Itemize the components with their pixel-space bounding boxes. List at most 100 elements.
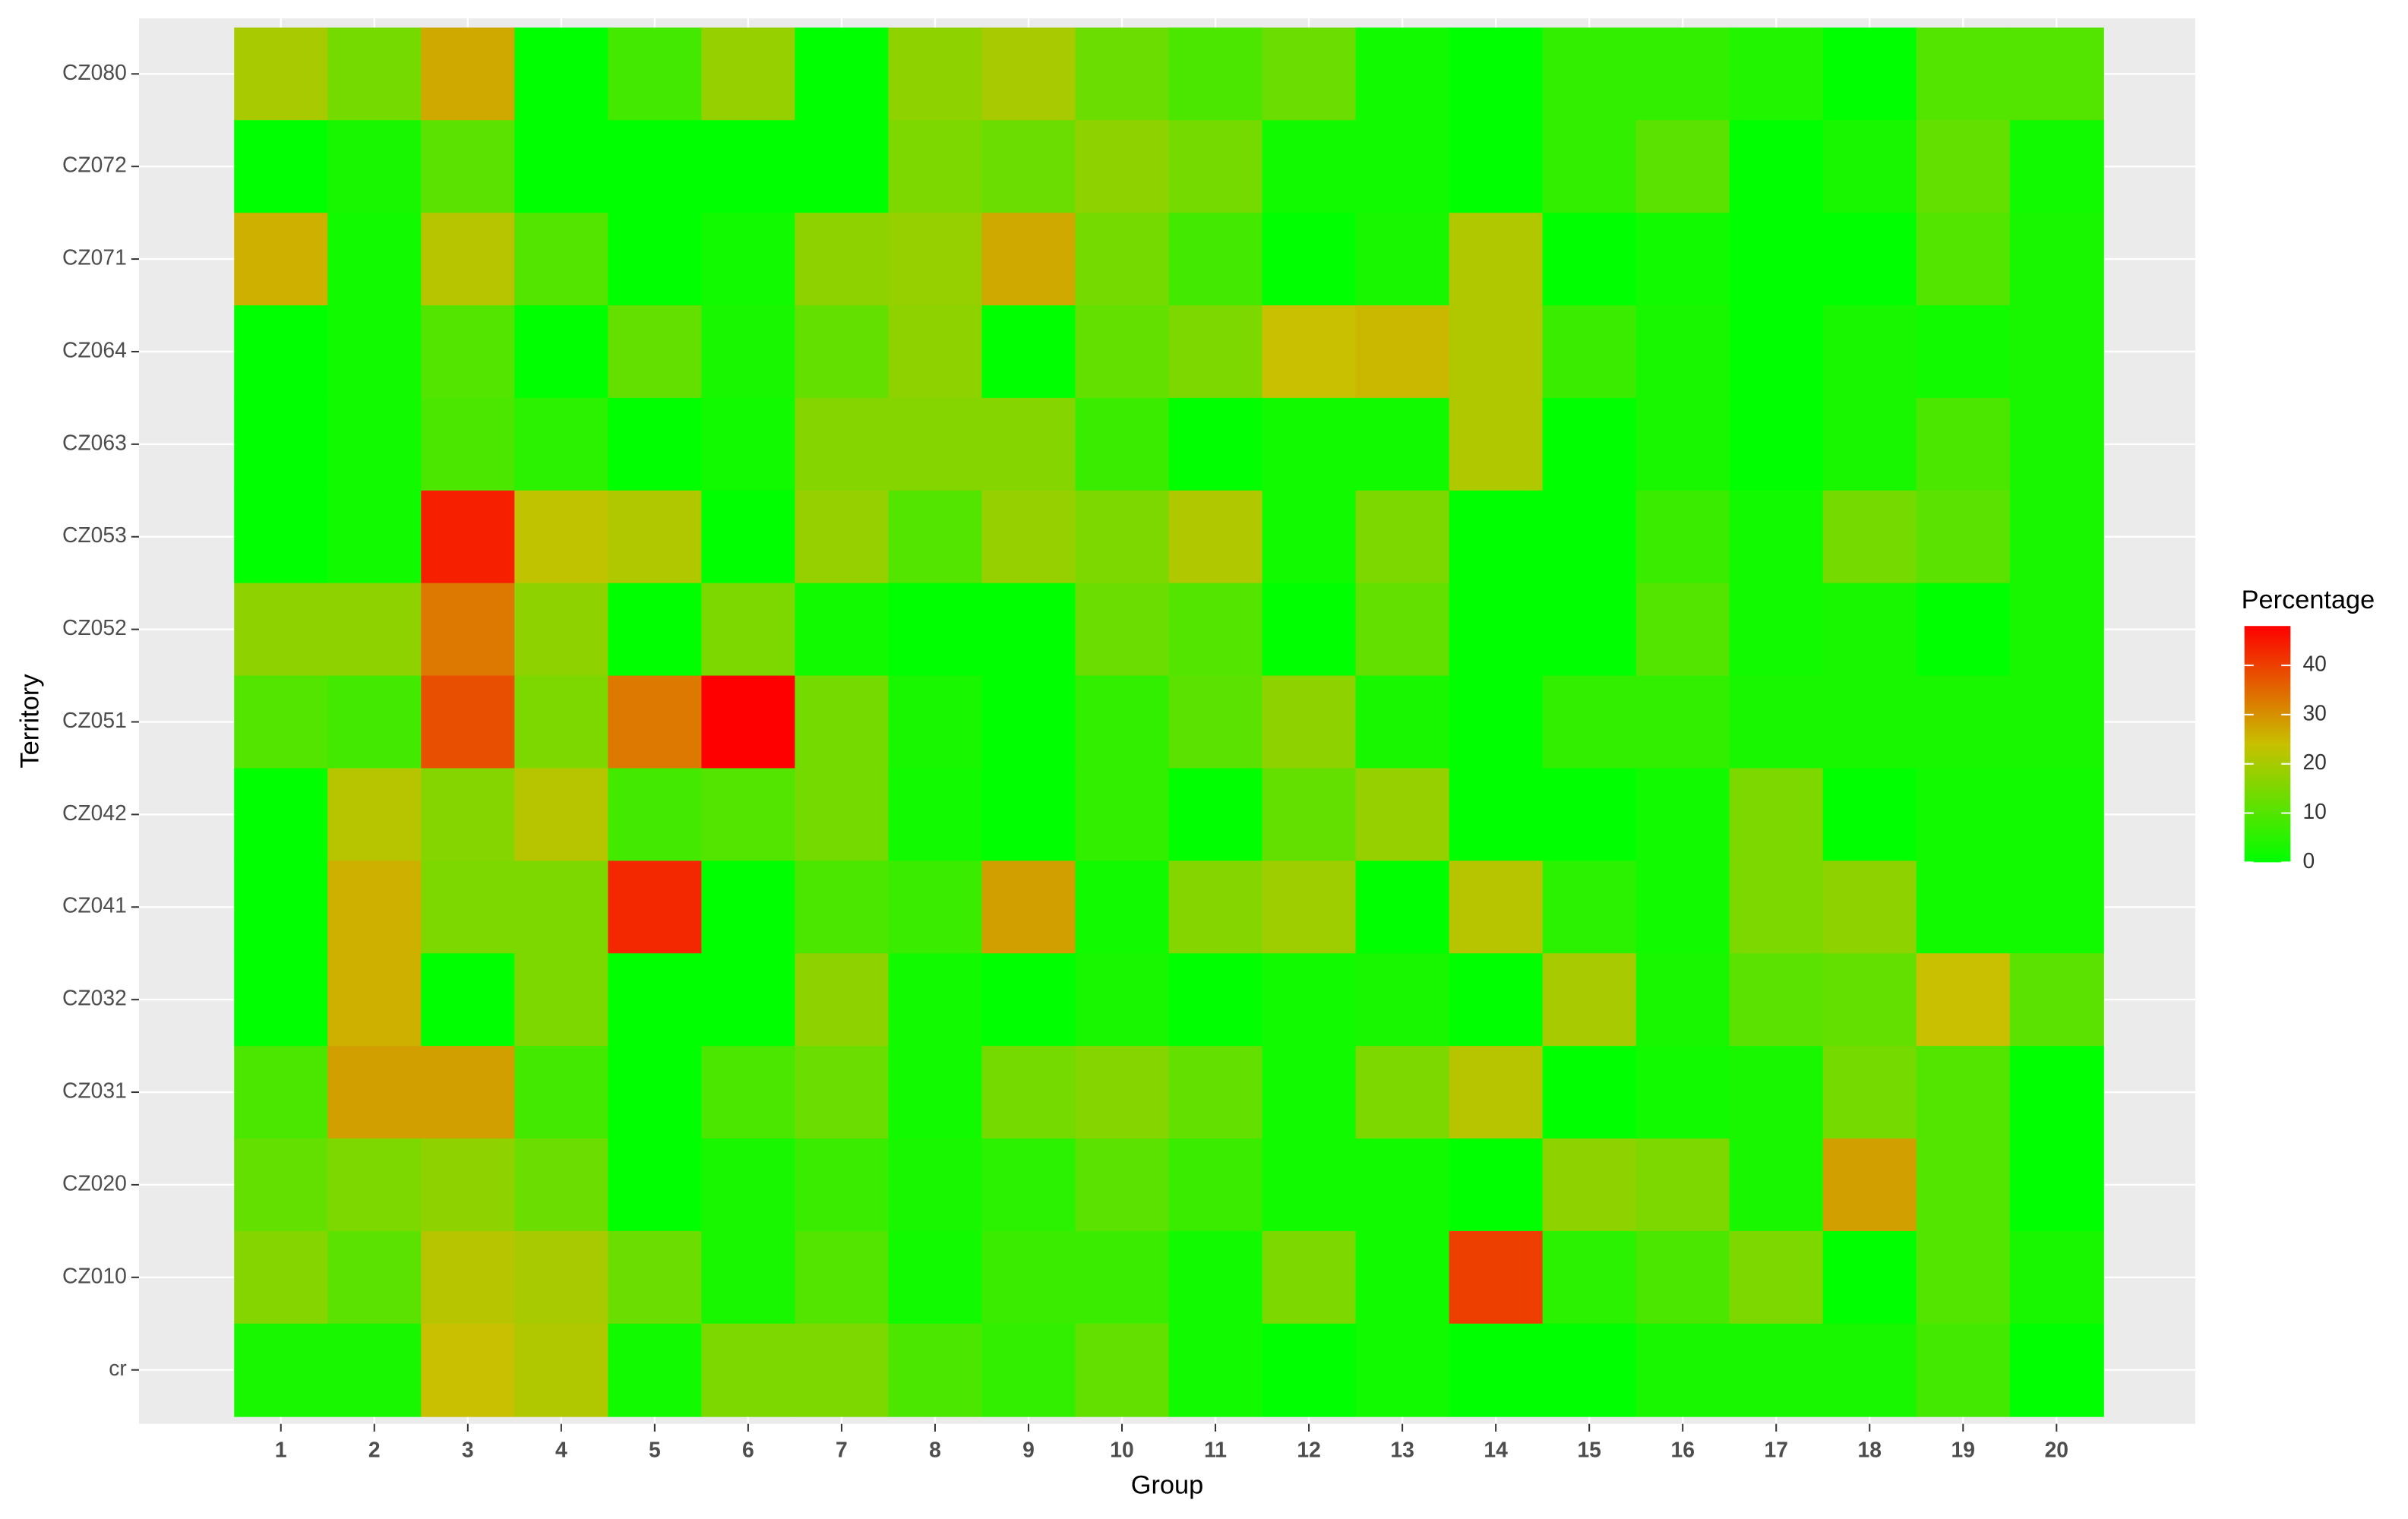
heat-cell bbox=[421, 675, 516, 769]
heat-cell bbox=[2009, 490, 2104, 584]
heat-cell bbox=[1916, 27, 2011, 122]
heat-cell bbox=[1355, 397, 1450, 491]
x-tick-label: 19 bbox=[1951, 1438, 1975, 1462]
heat-cell bbox=[1262, 1046, 1357, 1139]
heat-cell bbox=[1355, 1046, 1450, 1139]
heat-cell bbox=[514, 1230, 609, 1325]
heat-cell bbox=[1729, 397, 1824, 491]
heat-cell bbox=[1822, 1046, 1917, 1139]
heat-cell bbox=[1822, 397, 1917, 491]
heat-cell bbox=[1075, 768, 1170, 862]
heat-cell bbox=[1262, 861, 1357, 955]
heat-cell bbox=[608, 1046, 703, 1139]
heat-cell bbox=[795, 305, 890, 399]
heat-cell bbox=[1168, 27, 1263, 122]
heat-cell bbox=[2009, 213, 2104, 307]
heat-cell bbox=[1916, 953, 2011, 1047]
heat-cell bbox=[421, 583, 516, 677]
heat-cell bbox=[888, 27, 983, 122]
x-tick-label: 6 bbox=[742, 1438, 754, 1462]
heat-cell bbox=[1916, 1138, 2011, 1232]
heat-cell bbox=[701, 213, 796, 307]
heat-cell bbox=[701, 953, 796, 1047]
heat-cell bbox=[1542, 768, 1637, 862]
heat-cell bbox=[1542, 861, 1637, 955]
heat-cell bbox=[1822, 583, 1917, 677]
heat-cell bbox=[795, 1138, 890, 1232]
heat-cell bbox=[1262, 1323, 1357, 1417]
heat-cell bbox=[1635, 27, 1730, 122]
heat-cell bbox=[1916, 120, 2011, 214]
heat-cell bbox=[421, 1323, 516, 1417]
heat-cell bbox=[888, 861, 983, 955]
heat-cell bbox=[701, 768, 796, 862]
heat-cell bbox=[981, 27, 1076, 122]
heat-cell bbox=[1635, 583, 1730, 677]
heat-cell bbox=[234, 583, 329, 677]
heat-cell bbox=[1635, 305, 1730, 399]
heat-cell bbox=[701, 1230, 796, 1325]
heat-cell bbox=[1822, 213, 1917, 307]
heat-cell bbox=[1355, 305, 1450, 399]
heat-cell bbox=[1916, 213, 2011, 307]
heat-cell bbox=[1355, 953, 1450, 1047]
heat-cell bbox=[1729, 120, 1824, 214]
heat-cell bbox=[795, 768, 890, 862]
legend-tick-label: 30 bbox=[2302, 700, 2326, 725]
heat-cell bbox=[795, 953, 890, 1047]
heat-cell bbox=[514, 1138, 609, 1232]
heat-cell bbox=[1262, 120, 1357, 214]
heat-cell bbox=[1729, 213, 1824, 307]
heat-cell bbox=[1355, 1323, 1450, 1417]
heat-cell bbox=[2009, 1046, 2104, 1139]
heat-cell bbox=[421, 1138, 516, 1232]
heat-cell bbox=[701, 1323, 796, 1417]
heat-cell bbox=[514, 27, 609, 122]
heat-cell bbox=[608, 27, 703, 122]
heat-cell bbox=[1355, 861, 1450, 955]
heat-cell bbox=[981, 305, 1076, 399]
heat-cell bbox=[421, 27, 516, 122]
heat-cell bbox=[701, 1138, 796, 1232]
heat-cell bbox=[1355, 1230, 1450, 1325]
heat-cell bbox=[981, 490, 1076, 584]
heat-cell bbox=[1542, 1230, 1637, 1325]
heat-cell bbox=[1075, 861, 1170, 955]
heat-cell bbox=[1168, 397, 1263, 491]
y-axis-title: Territory bbox=[16, 674, 45, 769]
heat-cell bbox=[514, 490, 609, 584]
y-tick-label: CZ051 bbox=[62, 708, 127, 732]
heat-cell bbox=[1449, 1138, 1544, 1232]
heat-cell bbox=[327, 953, 422, 1047]
heat-cell bbox=[1075, 1138, 1170, 1232]
heat-cell bbox=[1355, 675, 1450, 769]
colorbar bbox=[2244, 626, 2291, 863]
heat-cell bbox=[1822, 1230, 1917, 1325]
heat-cell bbox=[1729, 305, 1824, 399]
heat-cell bbox=[514, 213, 609, 307]
heat-cell bbox=[1635, 1046, 1730, 1139]
heat-cell bbox=[1262, 1138, 1357, 1232]
heat-cell bbox=[1542, 213, 1637, 307]
heat-cell bbox=[1916, 768, 2011, 862]
heat-cell bbox=[1075, 675, 1170, 769]
heat-cell bbox=[888, 213, 983, 307]
heat-cell bbox=[888, 1323, 983, 1417]
heat-cell bbox=[327, 675, 422, 769]
heat-cell bbox=[1449, 120, 1544, 214]
x-tick-label: 9 bbox=[1022, 1438, 1035, 1462]
heat-cell bbox=[1355, 1138, 1450, 1232]
heat-cell bbox=[327, 768, 422, 862]
heat-cell bbox=[234, 120, 329, 214]
heat-cell bbox=[327, 397, 422, 491]
y-tick-label: CZ072 bbox=[62, 153, 127, 177]
heat-cell bbox=[1355, 768, 1450, 862]
heat-cell bbox=[234, 1230, 329, 1325]
heat-cell bbox=[1916, 675, 2011, 769]
heat-cell bbox=[234, 675, 329, 769]
heat-cell bbox=[1542, 490, 1637, 584]
heat-cell bbox=[795, 861, 890, 955]
heat-cell bbox=[888, 1046, 983, 1139]
y-tick-label: cr bbox=[109, 1356, 127, 1380]
heat-cell bbox=[1075, 1323, 1170, 1417]
